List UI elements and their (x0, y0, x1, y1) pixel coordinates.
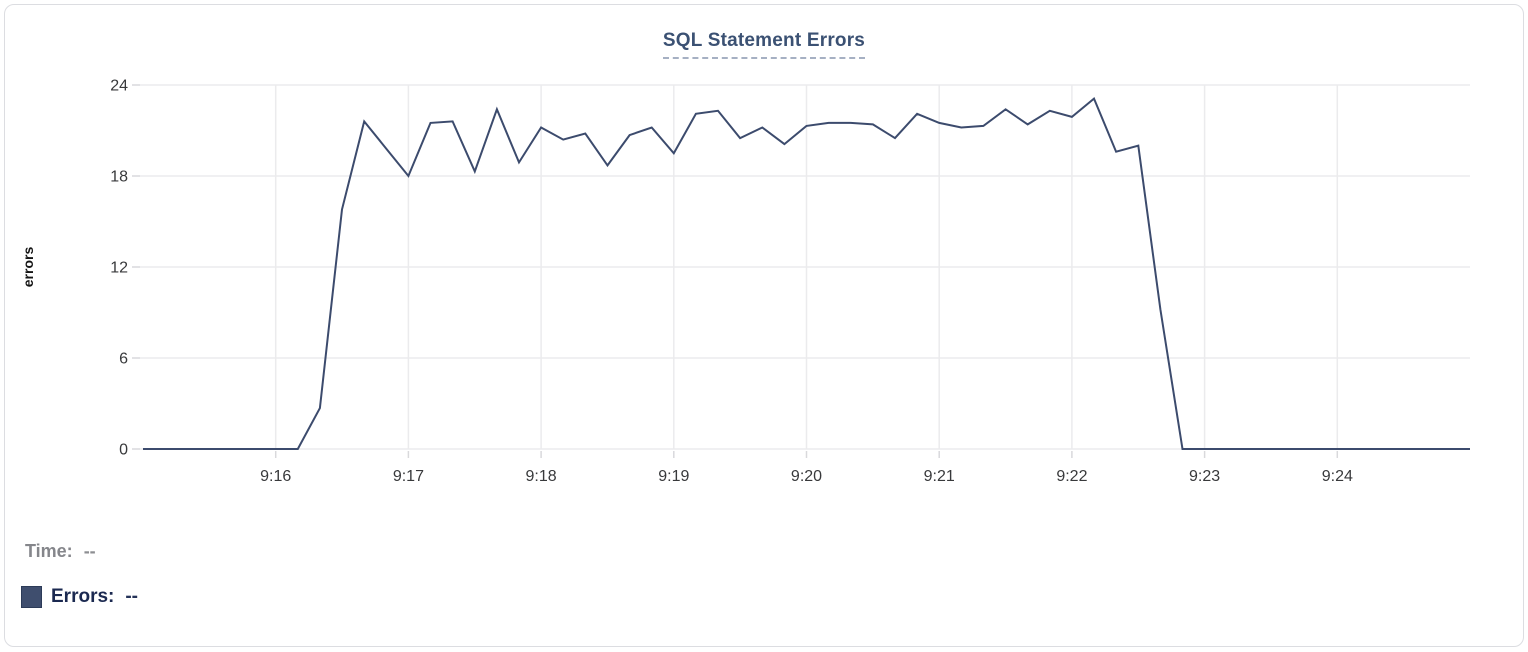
x-tick-label: 9:24 (1322, 468, 1353, 485)
y-tick-label: 24 (110, 78, 128, 95)
legend-time-label: Time: (25, 541, 73, 561)
x-tick-label: 9:18 (526, 468, 557, 485)
x-tick-label: 9:16 (260, 468, 291, 485)
chart-card (4, 4, 1524, 647)
x-tick-label: 9:19 (658, 468, 689, 485)
chart-title-row: SQL Statement Errors (0, 30, 1528, 59)
y-tick-label: 6 (119, 351, 128, 368)
errors-series-line (143, 96, 1470, 450)
y-tick-label: 0 (119, 442, 128, 459)
legend-errors-item[interactable]: Errors: -- (21, 586, 138, 608)
y-tick-label: 18 (110, 169, 128, 186)
chart-title[interactable]: SQL Statement Errors (662, 30, 866, 59)
legend-time-value: -- (83, 541, 96, 561)
x-tick-label: 9:23 (1189, 468, 1220, 485)
legend-errors-label: Errors: (51, 586, 115, 607)
legend-time-row: Time: -- (25, 541, 96, 562)
x-tick-label: 9:21 (924, 468, 955, 485)
x-tick-label: 9:22 (1056, 468, 1087, 485)
errors-series-swatch (21, 586, 42, 608)
y-tick-label: 12 (110, 260, 128, 277)
x-tick-label: 9:20 (791, 468, 822, 485)
x-tick-label: 9:17 (393, 468, 424, 485)
legend-errors-value: -- (125, 586, 139, 607)
